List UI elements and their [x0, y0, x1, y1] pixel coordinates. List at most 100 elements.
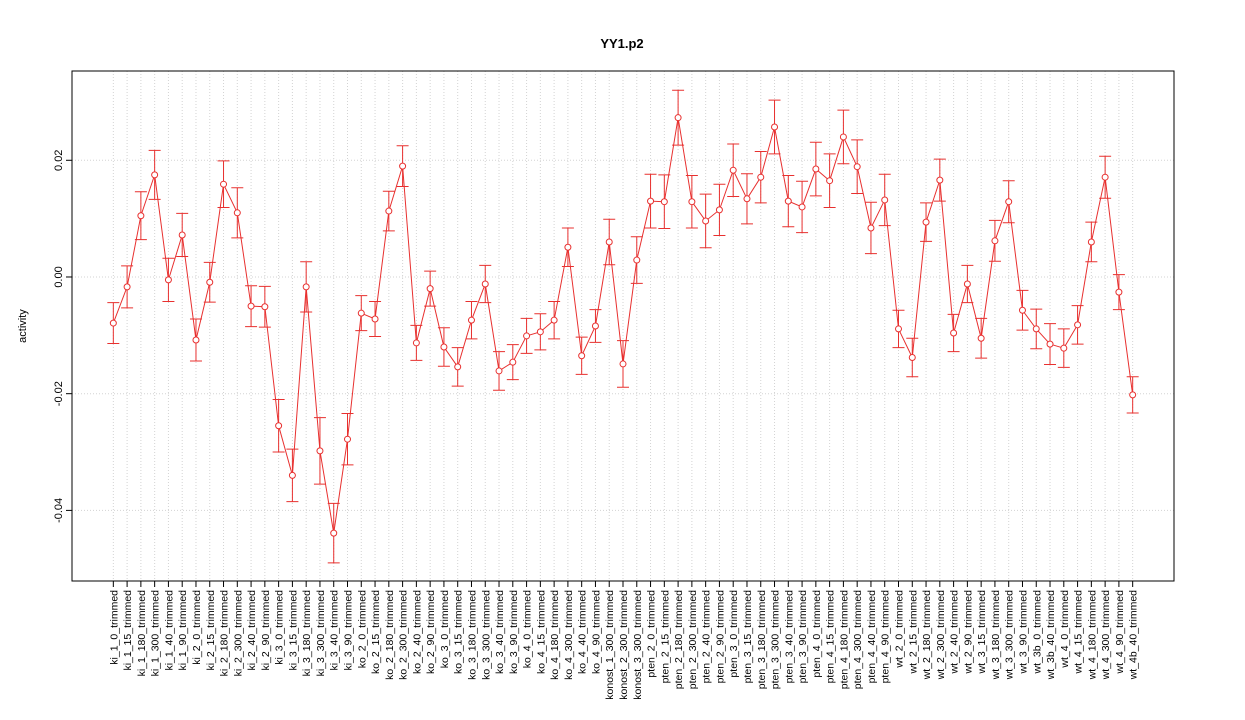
point [316, 447, 324, 455]
x-tick-label: wt_3b_40_trimmed [1045, 590, 1057, 680]
point [399, 162, 407, 170]
point [881, 196, 889, 204]
point [123, 283, 131, 291]
x-tick-label: ko_2_0_trimmed [356, 590, 368, 668]
x-tick-label: wt_2_300_trimmed [935, 590, 947, 680]
x-tick-label: pten_3_180_trimmed [756, 590, 768, 689]
point [826, 177, 834, 185]
x-tick-label: wt_3_300_trimmed [1004, 590, 1016, 680]
point [1115, 288, 1123, 296]
point [178, 231, 186, 239]
x-tick-label: ki_1_180_trimmed [136, 590, 148, 677]
point [674, 114, 682, 122]
point [908, 354, 916, 362]
x-tick-label: pten_3_15_trimmed [742, 590, 754, 684]
y-tick-label: 0.00 [53, 266, 65, 287]
y-axis-label: activity [17, 309, 29, 343]
x-tick-label: ki_2_0_trimmed [191, 590, 203, 665]
x-tick-label: ko_2_300_trimmed [398, 590, 410, 680]
point [454, 363, 462, 371]
point [619, 360, 627, 368]
x-tick-label: ki_3_180_trimmed [301, 590, 313, 677]
x-tick-label: ki_3_0_trimmed [274, 590, 286, 665]
point [220, 180, 228, 188]
x-tick-label: wt_4_180_trimmed [1086, 590, 1098, 680]
x-tick-label: ki_2_300_trimmed [232, 590, 244, 677]
x-tick-label: wt_4_90_trimmed [1114, 590, 1126, 675]
x-tick-label: ko_4_180_trimmed [549, 590, 561, 680]
point [660, 198, 668, 206]
x-tick-label: ki_3_40_trimmed [329, 590, 341, 671]
x-tick-label: wt_2_0_trimmed [894, 590, 906, 669]
point [302, 283, 310, 291]
point [1060, 344, 1068, 352]
point [977, 334, 985, 342]
point [922, 218, 930, 226]
point [275, 422, 283, 430]
point [715, 206, 723, 214]
point [344, 435, 351, 443]
point [839, 133, 847, 141]
x-tick-label: ki_3_300_trimmed [315, 590, 327, 677]
point [1101, 173, 1109, 181]
point [633, 256, 641, 264]
x-tick-label: ki_1_15_trimmed [122, 590, 134, 671]
point [757, 173, 765, 181]
point [591, 322, 599, 330]
x-tick-label: ko_3_0_trimmed [439, 590, 451, 668]
x-tick-label: ko_4_40_trimmed [577, 590, 589, 674]
x-tick-label: pten_4_15_trimmed [825, 590, 837, 684]
x-tick-label: pten_4_180_trimmed [838, 590, 850, 689]
x-tick-label: ki_3_90_trimmed [343, 590, 355, 671]
x-tick-label: pten_3_0_trimmed [728, 590, 740, 678]
x-tick-label: ko_2_40_trimmed [411, 590, 423, 674]
x-tick-label: konost_3_300_trimmed [632, 590, 644, 700]
x-tick-label: ki_3_15_trimmed [287, 590, 299, 671]
x-tick-label: wt_4_15_trimmed [1073, 590, 1085, 675]
point [164, 276, 172, 284]
point [1005, 198, 1013, 206]
x-tick-label: wt_2_180_trimmed [921, 590, 933, 680]
x-tick-label: pten_4_0_trimmed [811, 590, 823, 678]
point [426, 285, 434, 293]
point [784, 197, 792, 205]
x-tick-label: wt_4b_40_trimmed [1128, 590, 1140, 680]
x-tick-label: ko_4_15_trimmed [535, 590, 547, 674]
point [743, 195, 751, 203]
point [1129, 391, 1137, 399]
point [812, 165, 820, 173]
point [495, 367, 503, 375]
point [647, 197, 655, 205]
point [702, 217, 710, 225]
point [1074, 321, 1082, 329]
point [550, 316, 558, 324]
x-tick-label: wt_3_180_trimmed [990, 590, 1002, 680]
point [509, 358, 517, 366]
point [261, 303, 269, 311]
x-tick-label: wt_4_0_trimmed [1059, 590, 1071, 669]
point [330, 529, 338, 537]
point [206, 278, 214, 286]
x-tick-label: pten_3_90_trimmed [797, 590, 809, 684]
x-tick-label: ki_2_180_trimmed [219, 590, 231, 677]
point [963, 280, 971, 288]
point [412, 339, 420, 347]
x-tick-label: ko_4_90_trimmed [590, 590, 602, 674]
point [1087, 238, 1095, 246]
point [137, 212, 145, 220]
y-tick-label: -0.04 [53, 498, 65, 523]
x-tick-label: ki_1_90_trimmed [177, 590, 189, 671]
point [605, 238, 613, 246]
x-tick-label: wt_3_90_trimmed [1017, 590, 1029, 675]
x-tick-label: ko_3_300_trimmed [480, 590, 492, 680]
x-tick-label: pten_4_300_trimmed [852, 590, 864, 689]
x-tick-label: ko_3_90_trimmed [508, 590, 520, 674]
point [1032, 325, 1040, 333]
point [247, 302, 255, 310]
x-tick-label: ko_3_15_trimmed [453, 590, 465, 674]
x-tick-label: konost_1_300_trimmed [604, 590, 616, 700]
x-tick-label: wt_3b_0_trimmed [1031, 590, 1043, 675]
x-tick-label: ki_1_300_trimmed [150, 590, 162, 677]
point [1018, 306, 1026, 314]
